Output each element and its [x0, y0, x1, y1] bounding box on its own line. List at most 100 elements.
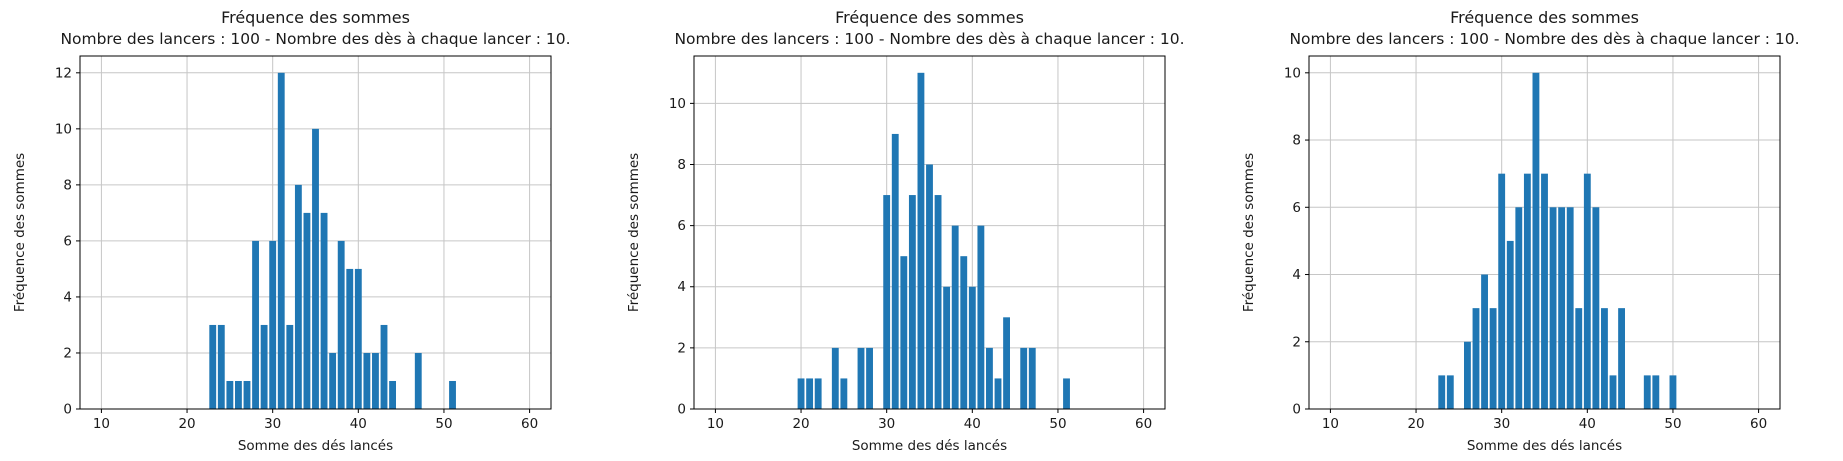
bar-x26: [235, 380, 242, 409]
bar-x34: [1532, 72, 1540, 409]
x-tick-label: 60: [521, 416, 538, 432]
y-tick-label: 0: [63, 401, 72, 417]
chart-subtitle: Nombre des lancers : 100 - Nombre des dè…: [60, 30, 570, 48]
bar-x35: [312, 128, 319, 409]
bar-x51: [449, 380, 456, 409]
y-tick-labels: 0 2 4 6 8 10: [669, 96, 686, 418]
histogram-chart-2: 10 20 30 40 50 60 0 2 4 6 8 10 Fréquence des sommes N…: [614, 0, 1229, 461]
bar-x28: [866, 347, 874, 409]
bars: [209, 72, 456, 409]
bar-x42: [986, 347, 994, 409]
y-tick-label: 6: [1292, 200, 1301, 216]
x-tick-label: 20: [178, 416, 195, 432]
bar-x24: [1446, 375, 1454, 409]
bar-x28: [1480, 274, 1488, 409]
bar-x36: [1549, 207, 1557, 409]
y-axis-label: Fréquence des sommes: [626, 153, 642, 312]
y-tick-label: 2: [678, 340, 687, 356]
bar-x35: [1540, 173, 1548, 409]
chart-title: Fréquence des sommes: [835, 8, 1024, 27]
x-axis-label: Somme des dés lancés: [1467, 438, 1622, 454]
bar-x39: [346, 268, 354, 409]
x-tick-label: 40: [350, 416, 367, 432]
x-tick-label: 30: [1493, 416, 1510, 432]
x-tick-label: 10: [707, 416, 724, 432]
plot-border: [79, 55, 552, 410]
histogram-panel-3: 10 20 30 40 50 60 0 2 4 6 8 10 Fréquence des sommes N…: [1228, 0, 1843, 461]
x-tick-label: 60: [1750, 416, 1767, 432]
y-tick-labels: 0 2 4 6 8 10 12: [55, 65, 72, 417]
bar-x44: [1003, 317, 1011, 409]
x-tick-label: 50: [435, 416, 452, 432]
x-tick-label: 10: [93, 416, 110, 432]
x-tick-label: 50: [1664, 416, 1681, 432]
bar-x31: [1506, 240, 1514, 409]
x-tick-label: 30: [264, 416, 281, 432]
bar-x28: [252, 240, 259, 409]
bar-x39: [1574, 308, 1582, 409]
bar-x41: [977, 225, 985, 409]
bar-x40: [969, 286, 977, 409]
y-tick-label: 6: [678, 218, 687, 234]
bar-x25: [226, 380, 234, 409]
bar-x47: [1029, 347, 1037, 409]
bar-x51: [1063, 378, 1071, 409]
y-tick-label: 2: [63, 345, 72, 361]
bar-x34: [303, 212, 311, 409]
bar-x41: [1592, 207, 1599, 409]
histogram-panel-1: 10 20 30 40 50 60 0 2 4 6 8 10 12 Fréquence des somme…: [0, 0, 615, 461]
histogram-chart-1: 10 20 30 40 50 60 0 2 4 6 8 10 12 Fréquence des somme…: [0, 0, 615, 461]
bar-x46: [1020, 347, 1028, 409]
bar-x37: [943, 286, 951, 409]
x-tick-label: 10: [1321, 416, 1338, 432]
chart-title: Fréquence des sommes: [1450, 8, 1639, 27]
bar-x36: [320, 212, 328, 409]
bar-x26: [1463, 341, 1471, 409]
bar-x29: [260, 324, 268, 409]
bar-x32: [1515, 207, 1522, 409]
x-tick-label: 40: [964, 416, 981, 432]
bar-x22: [815, 378, 822, 409]
bar-x31: [277, 72, 285, 409]
y-tick-label: 6: [63, 233, 72, 249]
bar-x30: [269, 240, 277, 409]
bar-x33: [1523, 173, 1531, 409]
tick-marks: [75, 72, 531, 413]
bar-x44: [389, 380, 396, 409]
bar-x37: [1557, 207, 1565, 409]
bar-x23: [209, 324, 217, 409]
bar-x30: [883, 195, 891, 409]
bar-x43: [994, 378, 1002, 409]
bar-x39: [960, 256, 968, 409]
y-tick-label: 8: [678, 157, 687, 173]
x-tick-label: 20: [793, 416, 810, 432]
bar-x32: [286, 324, 294, 409]
bar-x43: [380, 324, 388, 409]
bar-x27: [1472, 308, 1480, 409]
bar-x35: [926, 164, 934, 409]
bar-x47: [414, 352, 422, 409]
y-tick-labels: 0 2 4 6 8 10: [1283, 65, 1300, 417]
y-axis-label: Fréquence des sommes: [1241, 153, 1257, 312]
bar-x34: [917, 72, 925, 409]
bar-x42: [372, 352, 379, 409]
plot-border: [1308, 55, 1781, 410]
y-tick-label: 4: [678, 279, 687, 295]
bar-x43: [1609, 375, 1617, 409]
x-axis-label: Somme des dés lancés: [852, 438, 1007, 454]
y-tick-label: 8: [1292, 133, 1301, 149]
bar-x38: [337, 240, 345, 409]
bar-x33: [294, 184, 302, 409]
bar-x31: [892, 133, 899, 409]
x-tick-label: 60: [1135, 416, 1152, 432]
x-tick-label: 40: [1578, 416, 1595, 432]
y-tick-label: 12: [55, 65, 72, 81]
y-axis-label: Fréquence des sommes: [12, 153, 28, 312]
y-tick-label: 0: [678, 401, 687, 417]
bar-x38: [952, 225, 959, 409]
y-tick-label: 4: [1292, 267, 1301, 283]
tick-marks: [1304, 72, 1759, 413]
tick-marks: [690, 102, 1145, 413]
bar-x36: [934, 195, 942, 409]
